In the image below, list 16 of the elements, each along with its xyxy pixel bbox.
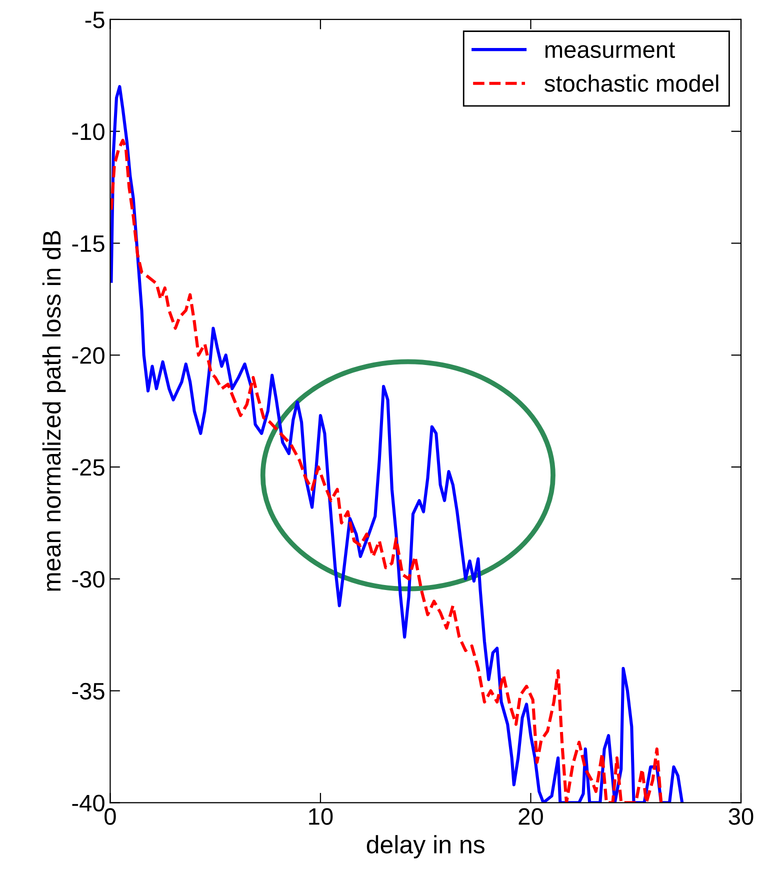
legend-label: stochastic model	[544, 74, 718, 92]
x-axis-title: delay in ns	[366, 835, 484, 858]
y-tick-label: -5	[85, 12, 104, 28]
y-axis-title: mean normalized path loss in dB	[42, 231, 66, 591]
x-tick-label: 20	[518, 808, 543, 825]
y-tick-label: -10	[72, 123, 104, 140]
y-tick-label: -25	[72, 459, 104, 476]
y-tick-label: -20	[72, 347, 104, 364]
x-tick-label: 10	[309, 808, 333, 825]
x-tick-label: 30	[728, 808, 754, 825]
y-tick-label: -35	[72, 682, 104, 700]
y-tick-label: -15	[72, 236, 104, 252]
y-tick-label: -30	[72, 570, 104, 588]
x-tick-label: 0	[104, 808, 116, 825]
y-tick-label: -40	[72, 794, 104, 812]
legend-label: measurment	[545, 42, 675, 58]
